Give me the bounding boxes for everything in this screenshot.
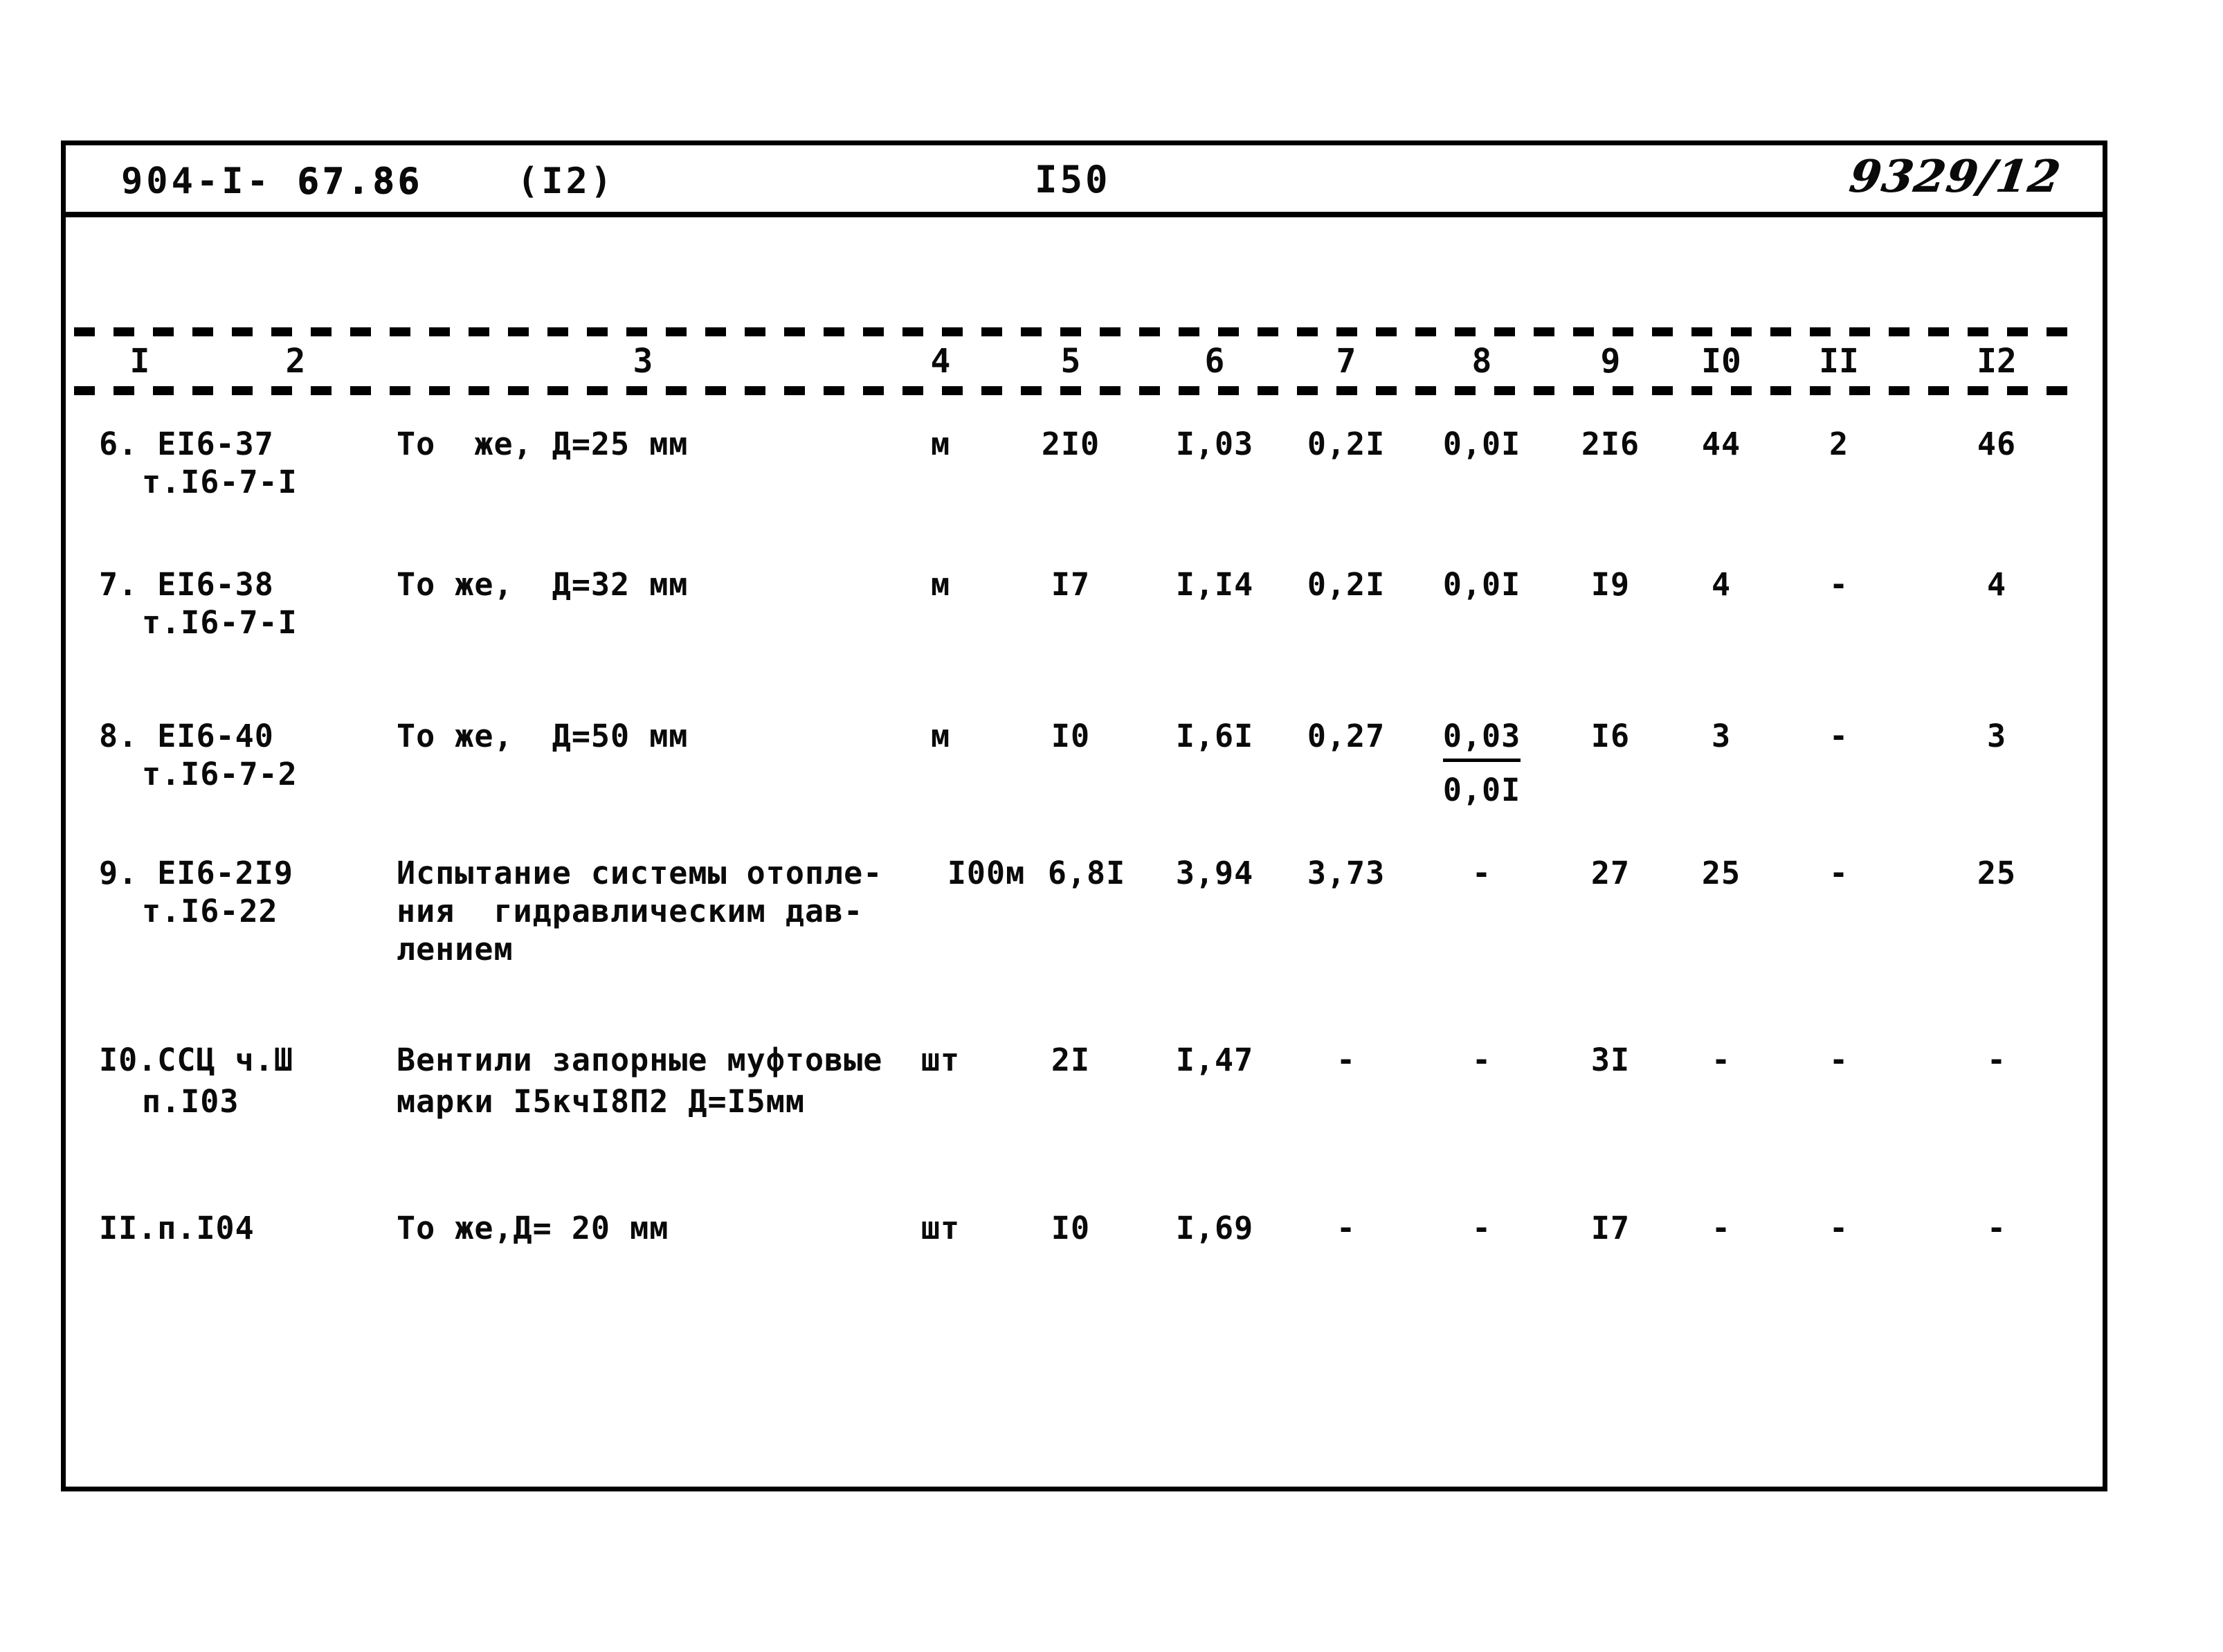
cell-7: 3,73 bbox=[1307, 855, 1386, 891]
cell-10: 25 bbox=[1701, 855, 1741, 891]
cell-9: I9 bbox=[1590, 566, 1631, 603]
cell-10: 4 bbox=[1711, 566, 1732, 603]
sheet-number: (I2) bbox=[517, 161, 615, 202]
column-header-11: II bbox=[1819, 342, 1859, 381]
row-code-line1: 6. ЕI6-37 bbox=[99, 426, 274, 462]
column-header-1: I bbox=[129, 342, 150, 381]
description-line: То же,Д= 20 мм bbox=[397, 1210, 669, 1246]
cell-10: 44 bbox=[1701, 426, 1741, 462]
unit-cell: м bbox=[930, 718, 951, 754]
row-code-line2: п.I03 bbox=[142, 1083, 239, 1120]
cell-12: 3 bbox=[1986, 718, 2007, 754]
cell-7: 0,2I bbox=[1307, 426, 1386, 462]
dashed-line-top bbox=[74, 327, 2081, 336]
description-line: лением bbox=[397, 931, 514, 968]
cell-9: I6 bbox=[1590, 718, 1631, 754]
description-line: Испытание системы отопле- bbox=[397, 855, 883, 891]
cell-8: - bbox=[1471, 855, 1492, 891]
cell-8: - bbox=[1471, 1210, 1492, 1246]
cell-11: - bbox=[1829, 566, 1849, 603]
description-line: ния гидравлическим дав- bbox=[397, 893, 864, 929]
cell-12: - bbox=[1986, 1210, 2007, 1246]
cell-8-fraction: 0,03 0,0I bbox=[1426, 718, 1537, 808]
unit-cell: шт bbox=[920, 1210, 961, 1246]
cell-7: 0,27 bbox=[1307, 718, 1386, 754]
column-header-5: 5 bbox=[1060, 342, 1081, 381]
row-code-line2: т.I6-22 bbox=[142, 893, 278, 929]
column-header-10: I0 bbox=[1701, 342, 1741, 381]
cell-12: - bbox=[1986, 1042, 2007, 1078]
row-code-line2: т.I6-7-2 bbox=[142, 756, 298, 792]
unit-cell: м bbox=[930, 426, 951, 462]
column-header-12: I2 bbox=[1977, 342, 2017, 381]
fraction-numerator: 0,03 bbox=[1442, 718, 1521, 762]
handwritten-ref: 9329/12 bbox=[1846, 151, 2065, 203]
cell-5: 6,8I bbox=[1047, 855, 1126, 891]
column-header-4: 4 bbox=[930, 342, 951, 381]
cell-11: - bbox=[1829, 718, 1849, 754]
cell-9: I7 bbox=[1590, 1210, 1631, 1246]
row-code-line1: I0.ССЦ ч.Ш bbox=[99, 1042, 293, 1078]
cell-11: - bbox=[1829, 855, 1849, 891]
doc-code: 904-I- 67.86 bbox=[121, 161, 423, 202]
cell-5: I0 bbox=[1051, 1210, 1091, 1246]
cell-9: 27 bbox=[1590, 855, 1631, 891]
cell-7: 0,2I bbox=[1307, 566, 1386, 603]
description-line: марки I5кчI8П2 Д=I5мм bbox=[397, 1083, 805, 1120]
cell-6: I,69 bbox=[1175, 1210, 1254, 1246]
row-code-line1: 7. ЕI6-38 bbox=[99, 566, 274, 603]
description-line: Вентили запорные муфтовые bbox=[397, 1042, 883, 1078]
cell-8: 0,0I bbox=[1442, 566, 1521, 603]
cell-9: 2I6 bbox=[1581, 426, 1640, 462]
cell-9: 3I bbox=[1590, 1042, 1631, 1078]
cell-6: 3,94 bbox=[1175, 855, 1254, 891]
cell-7: - bbox=[1336, 1210, 1357, 1246]
column-header-3: 3 bbox=[633, 342, 653, 381]
column-header-9: 9 bbox=[1600, 342, 1621, 381]
unit-cell: I00м bbox=[947, 855, 1026, 891]
cell-11: - bbox=[1829, 1042, 1849, 1078]
column-header-7: 7 bbox=[1336, 342, 1357, 381]
cell-5: I0 bbox=[1051, 718, 1091, 754]
description-line: То же, Д=25 мм bbox=[397, 426, 689, 462]
cell-6: I,6I bbox=[1175, 718, 1254, 754]
unit-cell: шт bbox=[920, 1042, 961, 1078]
row-code-line2: т.I6-7-I bbox=[142, 604, 298, 641]
column-header-8: 8 bbox=[1471, 342, 1492, 381]
row-code-line1: 9. ЕI6-2I9 bbox=[99, 855, 293, 891]
doc-code-handwritten: 67.86 bbox=[297, 161, 423, 202]
cell-8: - bbox=[1471, 1042, 1492, 1078]
row-code-line1: 8. ЕI6-40 bbox=[99, 718, 274, 754]
fraction-denominator: 0,0I bbox=[1442, 772, 1521, 808]
cell-5: I7 bbox=[1051, 566, 1091, 603]
cell-6: I,I4 bbox=[1175, 566, 1254, 603]
cell-5: 2I0 bbox=[1041, 426, 1100, 462]
column-header-2: 2 bbox=[285, 342, 306, 381]
header-divider bbox=[66, 212, 2103, 217]
description-line: То же, Д=50 мм bbox=[397, 718, 689, 754]
cell-10: - bbox=[1711, 1210, 1732, 1246]
cell-7: - bbox=[1336, 1042, 1357, 1078]
cell-12: 25 bbox=[1977, 855, 2017, 891]
cell-12: 46 bbox=[1977, 426, 2017, 462]
cell-11: 2 bbox=[1829, 426, 1849, 462]
row-code-line1: II.п.I04 bbox=[99, 1210, 255, 1246]
cell-8: 0,0I bbox=[1442, 426, 1521, 462]
column-header-6: 6 bbox=[1204, 342, 1225, 381]
cell-11: - bbox=[1829, 1210, 1849, 1246]
cell-6: I,03 bbox=[1175, 426, 1254, 462]
description-line: То же, Д=32 мм bbox=[397, 566, 689, 603]
cell-12: 4 bbox=[1986, 566, 2007, 603]
page-frame: 904-I- 67.86 (I2) I50 9329/12 I 2 3 4 5 … bbox=[61, 140, 2107, 1491]
unit-cell: м bbox=[930, 566, 951, 603]
cell-6: I,47 bbox=[1175, 1042, 1254, 1078]
cell-10: 3 bbox=[1711, 718, 1732, 754]
cell-5: 2I bbox=[1051, 1042, 1091, 1078]
row-code-line2: т.I6-7-I bbox=[142, 464, 298, 500]
cell-10: - bbox=[1711, 1042, 1732, 1078]
dashed-line-bottom bbox=[74, 386, 2081, 395]
page-number: I50 bbox=[1035, 158, 1111, 201]
doc-code-typed: 904-I- bbox=[121, 161, 272, 202]
